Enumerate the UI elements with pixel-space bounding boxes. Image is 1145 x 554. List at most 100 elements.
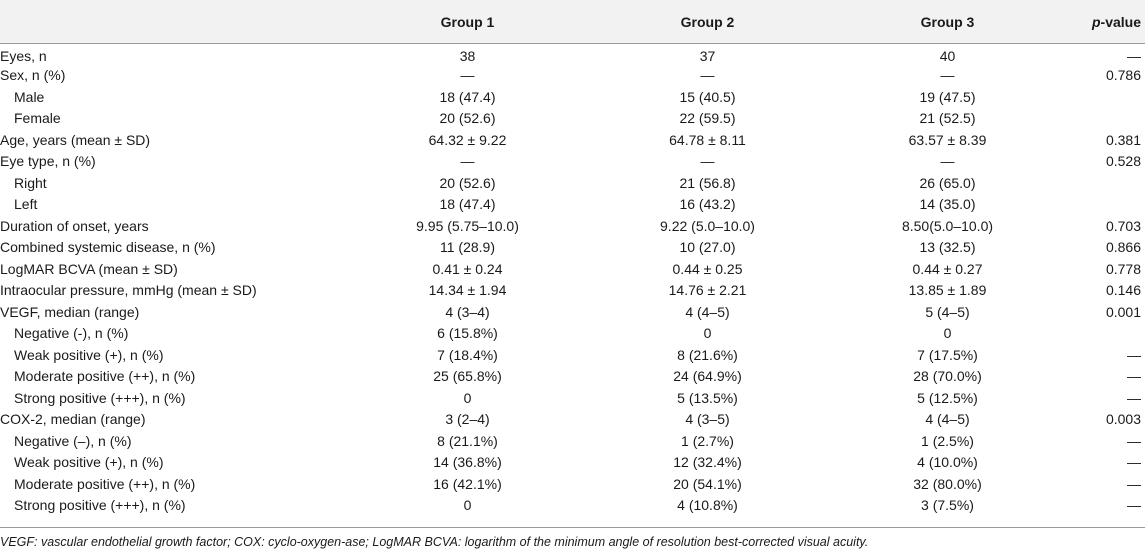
cell-group-3: 1 (2.5%) <box>921 432 974 449</box>
cell-group-1: 0 <box>463 497 472 514</box>
header-divider <box>0 43 1145 44</box>
cell-group-3: 8.50(5.0–10.0) <box>901 217 994 234</box>
row-label: Combined systemic disease, n (%) <box>0 239 216 256</box>
cell-p-value: 0.778 <box>1105 260 1141 277</box>
cell-group-3: 13.85 ± 1.89 <box>908 282 987 299</box>
cell-p-value: — <box>1127 475 1141 492</box>
cell-group-1: 4 (3–4) <box>445 303 490 320</box>
cell-group-2: 9.22 (5.0–10.0) <box>660 217 755 234</box>
cell-p-value <box>1075 108 1145 130</box>
cell-p-value: — <box>1127 432 1141 449</box>
header-p-value: p-value <box>1075 0 1145 43</box>
table-row: Eye type, n (%) — — — 0.528 <box>0 151 1145 173</box>
cell-group-1: — <box>460 153 475 170</box>
cell-group-3: 0 <box>943 325 952 342</box>
header-p-italic: p <box>1091 13 1101 30</box>
row-label: Eye type, n (%) <box>0 153 96 170</box>
table-row: Combined systemic disease, n (%) 11 (28.9… <box>0 237 1145 259</box>
cell-p-value: 0.381 <box>1105 131 1141 148</box>
row-label: Left <box>14 196 38 213</box>
cell-group-3: 3 (7.5%) <box>921 497 974 514</box>
table-row: Sex, n (%) — — — 0.786 <box>0 65 1145 87</box>
row-label: Weak positive (+), n (%) <box>14 454 164 471</box>
cell-group-2: — <box>700 67 715 84</box>
cell-group-1: 3 (2–4) <box>445 411 490 428</box>
cell-p-value: — <box>1127 346 1141 363</box>
table-row: Duration of onset, years 9.95 (5.75–10.0)… <box>0 215 1145 237</box>
table-row: Intraocular pressure, mmHg (mean ± SD) 14… <box>0 280 1145 302</box>
cell-group-3: — <box>940 153 955 170</box>
cell-group-1: 18 (47.4) <box>439 88 496 105</box>
cell-group-2: 15 (40.5) <box>679 88 736 105</box>
cell-group-1: 18 (47.4) <box>439 196 496 213</box>
header-group-3: Group 3 <box>920 13 975 30</box>
cell-group-1: 20 (52.6) <box>439 110 496 127</box>
cell-group-3: 13 (32.5) <box>919 239 976 256</box>
cell-group-2: 24 (64.9%) <box>673 368 742 385</box>
cell-p-value <box>1075 172 1145 194</box>
cell-group-1: 14.34 ± 1.94 <box>428 282 507 299</box>
cell-group-1: 8 (21.1%) <box>437 432 498 449</box>
row-label: COX-2, median (range) <box>0 411 146 428</box>
cell-group-1: 11 (28.9) <box>440 239 495 256</box>
cell-group-1: 16 (42.1%) <box>433 475 502 492</box>
cell-group-1: 38 <box>459 48 476 65</box>
cell-p-value: 0.528 <box>1105 153 1141 170</box>
cell-group-3: 4 (4–5) <box>925 411 970 428</box>
table-row: Moderate positive (++), n (%) 16 (42.1%) 2… <box>0 473 1145 495</box>
cell-group-1: 9.95 (5.75–10.0) <box>416 217 519 234</box>
cell-p-value: — <box>1127 368 1141 385</box>
cell-group-1: 25 (65.8%) <box>433 368 502 385</box>
row-label: Sex, n (%) <box>0 67 66 84</box>
cell-group-3: 40 <box>939 48 956 65</box>
cell-group-2: 21 (56.8) <box>679 174 736 191</box>
cell-group-1: 14 (36.8%) <box>433 454 502 471</box>
table-row: Negative (-), n (%) 6 (15.8%) 0 0 <box>0 323 1145 345</box>
header-group-2: Group 2 <box>680 13 735 30</box>
cell-group-3: 5 (12.5%) <box>917 389 978 406</box>
cell-group-2: 22 (59.5) <box>679 110 736 127</box>
row-label: Strong positive (+++), n (%) <box>14 389 186 406</box>
cell-group-3: 14 (35.0) <box>919 196 976 213</box>
row-label: VEGF, median (range) <box>0 303 140 320</box>
header-p-rest: -value <box>1100 13 1141 30</box>
cell-p-value <box>1075 194 1145 216</box>
data-table: Group 1 Group 2 Group 3 p-value Eyes, n 3… <box>0 0 1145 514</box>
cell-p-value: — <box>1127 389 1141 406</box>
table-row: COX-2, median (range) 3 (2–4) 4 (3–5) 4 (4–… <box>0 409 1145 431</box>
row-label: Female <box>14 110 61 127</box>
cell-group-2: 16 (43.2) <box>679 196 736 213</box>
cell-group-2: 1 (2.7%) <box>681 432 734 449</box>
row-label: Weak positive (+), n (%) <box>14 346 164 363</box>
row-label: Intraocular pressure, mmHg (mean ± SD) <box>0 282 257 299</box>
table-footnote: VEGF: vascular endothelial growth factor… <box>0 535 869 549</box>
cell-group-1: 0.41 ± 0.24 <box>432 260 503 277</box>
cell-group-3: 5 (4–5) <box>925 303 970 320</box>
table-row: Eyes, n 38 37 40 — <box>0 43 1145 65</box>
cell-p-value: 0.866 <box>1105 239 1141 256</box>
cell-group-2: 20 (54.1%) <box>673 475 742 492</box>
cell-group-3: 7 (17.5%) <box>917 346 978 363</box>
cell-group-2: 5 (13.5%) <box>677 389 738 406</box>
row-label: Moderate positive (++), n (%) <box>14 475 196 492</box>
cell-group-2: 12 (32.4%) <box>673 454 742 471</box>
cell-p-value: 0.786 <box>1105 67 1141 84</box>
table-row: Weak positive (+), n (%) 7 (18.4%) 8 (21.6… <box>0 344 1145 366</box>
header-group-1: Group 1 <box>440 13 495 30</box>
cell-group-2: 10 (27.0) <box>679 239 736 256</box>
cell-group-1: 20 (52.6) <box>439 174 496 191</box>
cell-group-2: — <box>700 153 715 170</box>
row-label: Right <box>14 174 47 191</box>
cell-group-1: 6 (15.8%) <box>437 325 498 342</box>
cell-group-3: 21 (52.5) <box>919 110 976 127</box>
table-row: Negative (–), n (%) 8 (21.1%) 1 (2.7%) 1 (2… <box>0 430 1145 452</box>
table-row: VEGF, median (range) 4 (3–4) 4 (4–5) 5 (4–5… <box>0 301 1145 323</box>
cell-p-value <box>1075 86 1145 108</box>
cell-p-value: 0.003 <box>1105 411 1141 428</box>
cell-group-2: 14.76 ± 2.21 <box>668 282 747 299</box>
cell-group-2: 0.44 ± 0.25 <box>672 260 743 277</box>
cell-group-1: — <box>460 67 475 84</box>
row-label: Strong positive (+++), n (%) <box>14 497 186 514</box>
cell-group-2: 64.78 ± 8.11 <box>669 131 746 148</box>
cell-group-1: 64.32 ± 9.22 <box>428 131 507 148</box>
